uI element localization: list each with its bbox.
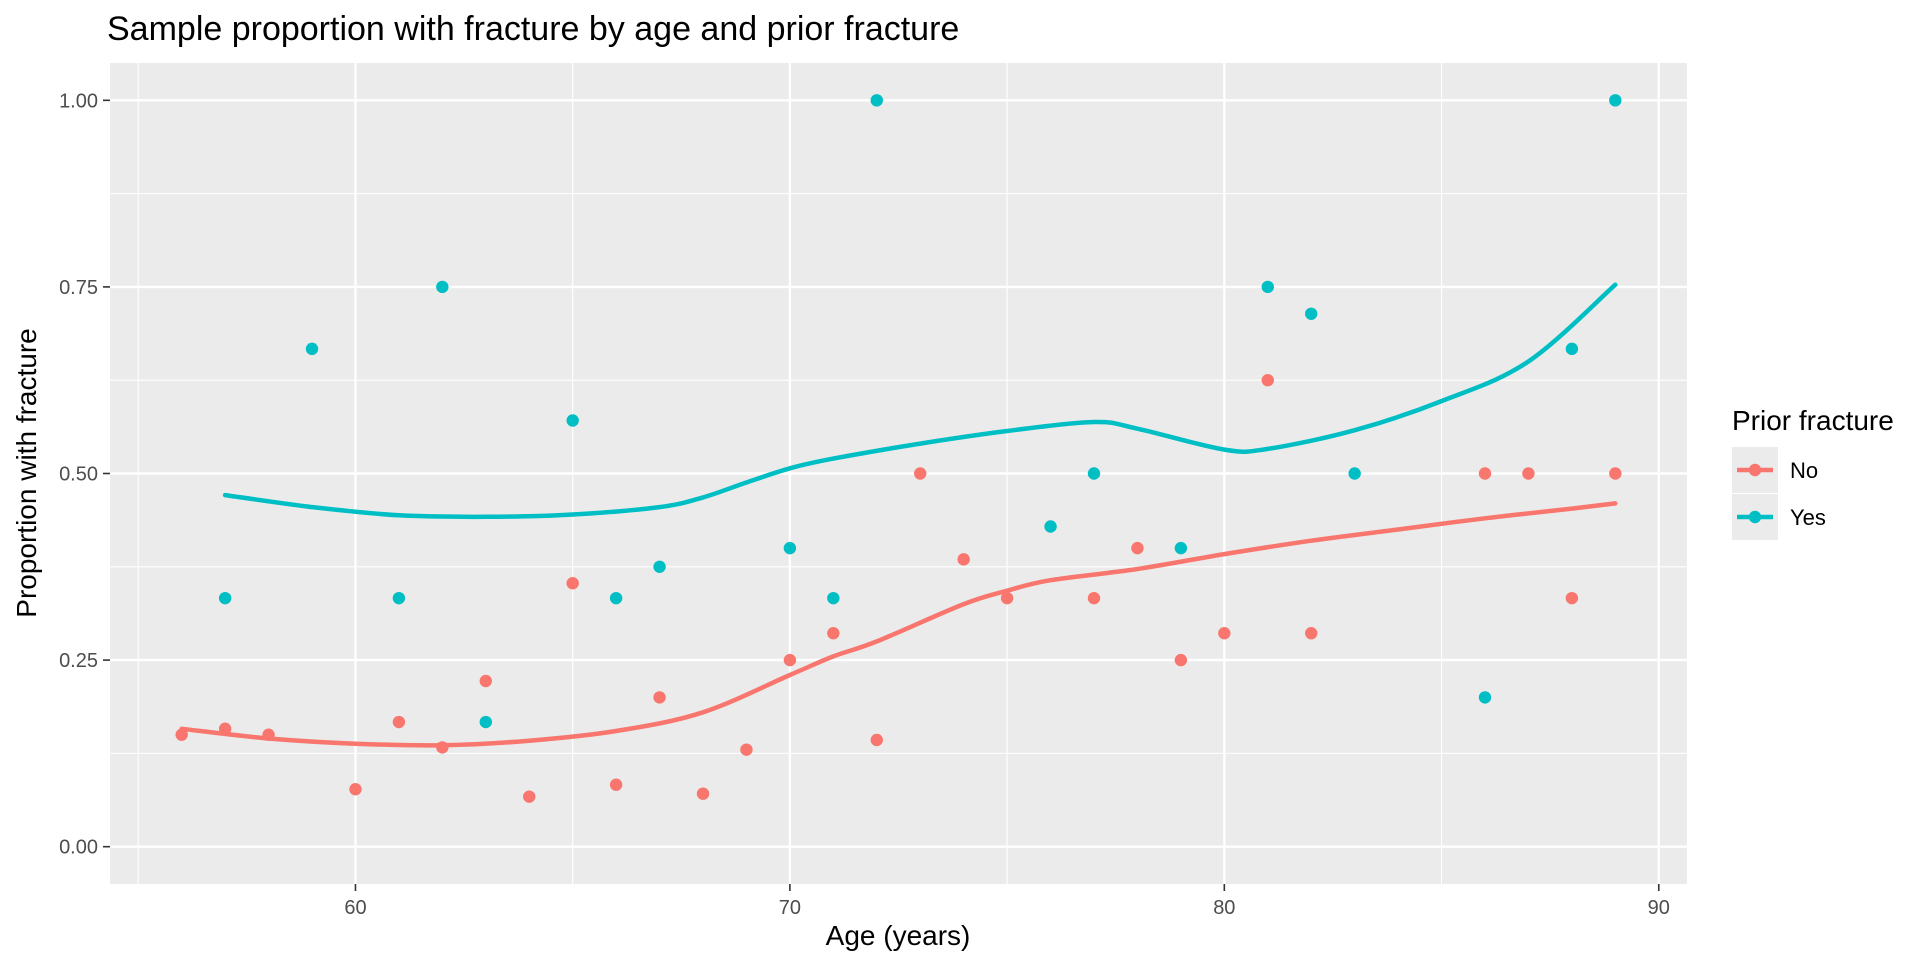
smooth-line-no bbox=[179, 501, 1618, 748]
y-tick-label: 0.50 bbox=[59, 464, 98, 486]
legend-item-yes: Yes bbox=[1732, 494, 1826, 540]
grid bbox=[110, 63, 1687, 884]
data-point-no bbox=[1131, 541, 1144, 555]
data-point-yes bbox=[609, 591, 623, 605]
data-point-no bbox=[349, 783, 362, 796]
legend-label-no: No bbox=[1790, 458, 1818, 483]
data-point-yes bbox=[1305, 307, 1318, 320]
legend-label-yes: Yes bbox=[1790, 505, 1826, 530]
data-point-yes bbox=[1348, 467, 1361, 480]
data-point-yes bbox=[1087, 467, 1101, 480]
data-point-yes bbox=[1609, 94, 1622, 107]
x-tick-label: 70 bbox=[779, 897, 801, 919]
y-tick-label: 1.00 bbox=[59, 90, 98, 112]
legend-item-no: No bbox=[1732, 447, 1818, 493]
legend-key-point bbox=[1748, 510, 1762, 524]
data-point-no bbox=[479, 674, 492, 688]
data-point-no bbox=[1565, 591, 1579, 605]
data-point-yes bbox=[870, 94, 883, 107]
data-point-no bbox=[1174, 653, 1188, 667]
x-tick-label: 60 bbox=[344, 897, 366, 919]
data-point-yes bbox=[1565, 342, 1579, 356]
data-point-no bbox=[609, 778, 623, 791]
data-point-yes bbox=[479, 715, 492, 729]
series-layer bbox=[175, 94, 1622, 803]
data-point-no bbox=[1609, 467, 1622, 480]
data-point-no bbox=[175, 728, 188, 741]
data-point-no bbox=[1522, 467, 1535, 480]
data-point-no bbox=[957, 553, 970, 566]
data-point-yes bbox=[392, 591, 406, 605]
series-yes bbox=[218, 94, 1622, 729]
chart-title: Sample proportion with fracture by age a… bbox=[107, 10, 959, 48]
legend: Prior fracture No Yes bbox=[1732, 405, 1894, 540]
data-point-no bbox=[870, 733, 883, 747]
data-point-yes bbox=[1044, 520, 1057, 533]
data-point-yes bbox=[1261, 280, 1274, 294]
data-point-no bbox=[696, 787, 710, 800]
x-tick-label: 80 bbox=[1213, 897, 1235, 919]
data-point-no bbox=[783, 653, 797, 667]
axis-ticks: 60 70 80 90 0.00 0.25 0.50 0.75 1.00 bbox=[59, 90, 1670, 919]
data-point-yes bbox=[436, 280, 449, 294]
data-point-yes bbox=[305, 342, 319, 356]
data-point-yes bbox=[1174, 541, 1188, 555]
data-point-no bbox=[1478, 467, 1492, 480]
data-point-no bbox=[1305, 627, 1318, 640]
data-point-no bbox=[914, 467, 927, 480]
x-tick-label: 90 bbox=[1648, 897, 1670, 919]
legend-key-point bbox=[1748, 463, 1762, 477]
y-tick-label: 0.25 bbox=[59, 650, 98, 672]
x-axis-title: Age (years) bbox=[826, 920, 971, 951]
data-point-no bbox=[566, 577, 579, 590]
data-point-yes bbox=[218, 591, 232, 605]
data-point-no bbox=[1218, 627, 1231, 640]
data-point-yes bbox=[783, 541, 797, 555]
data-point-no bbox=[827, 627, 840, 640]
data-point-no bbox=[1087, 591, 1101, 605]
data-point-no bbox=[1000, 591, 1014, 605]
data-point-no bbox=[740, 743, 753, 756]
data-point-yes bbox=[827, 591, 840, 605]
smooth-line-yes bbox=[222, 282, 1618, 520]
y-axis-title: Proportion with fracture bbox=[11, 328, 42, 617]
data-point-no bbox=[523, 790, 536, 803]
y-tick-label: 0.75 bbox=[59, 277, 98, 299]
data-point-no bbox=[392, 715, 406, 729]
y-tick-label: 0.00 bbox=[59, 837, 98, 859]
data-point-no bbox=[1261, 374, 1274, 387]
data-point-yes bbox=[653, 560, 666, 573]
legend-title: Prior fracture bbox=[1732, 405, 1894, 436]
data-point-no bbox=[653, 691, 666, 704]
data-point-yes bbox=[566, 414, 579, 427]
data-point-yes bbox=[1478, 691, 1492, 704]
series-no bbox=[175, 374, 1622, 803]
